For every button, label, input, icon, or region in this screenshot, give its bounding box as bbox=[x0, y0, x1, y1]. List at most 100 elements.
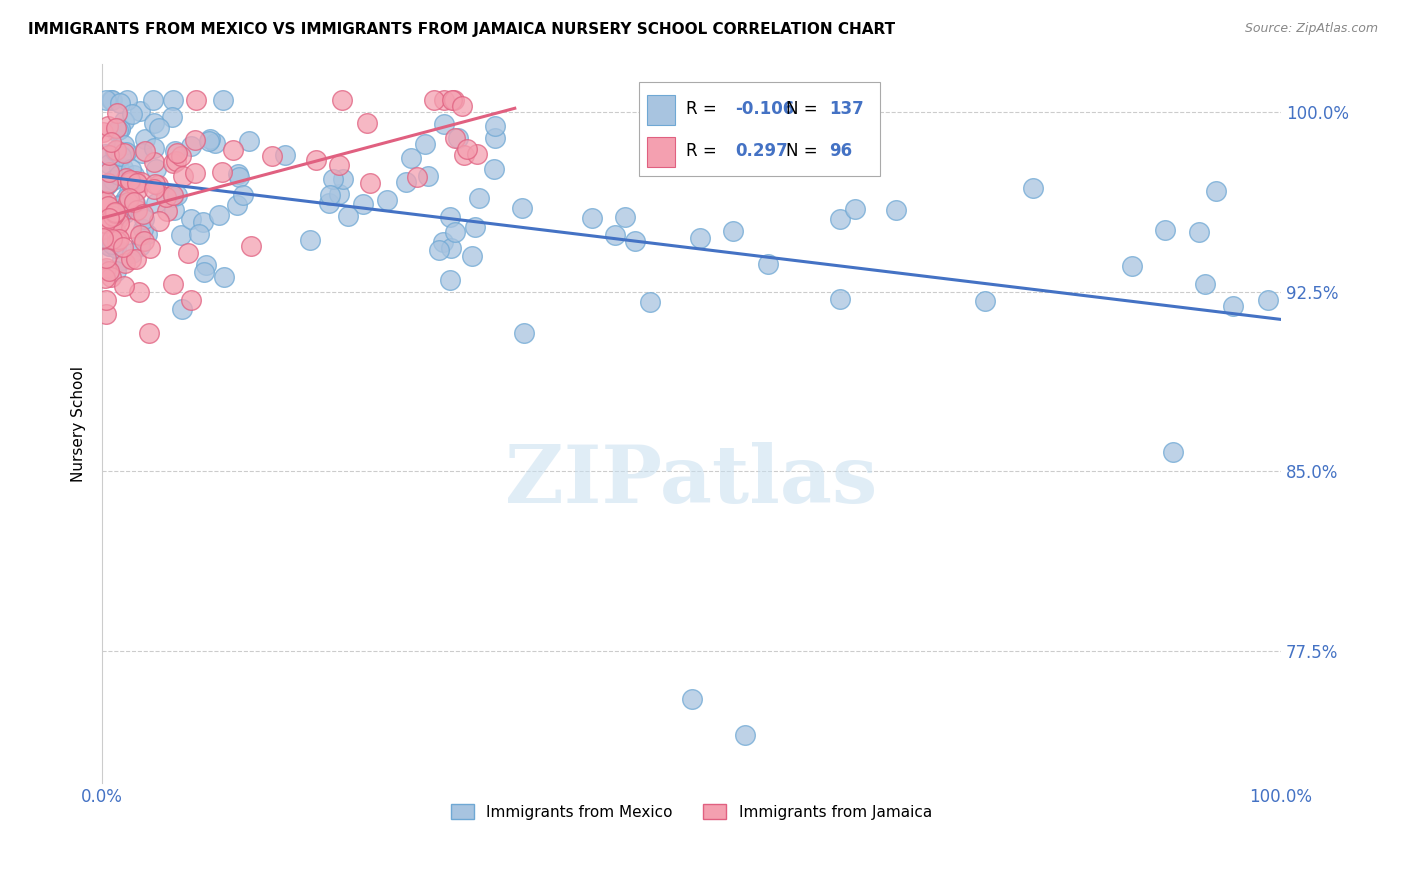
Point bbox=[319, 187, 342, 202]
Point bbox=[93, 125, 115, 139]
Point bbox=[179, 293, 201, 307]
Point bbox=[111, 161, 134, 175]
Point bbox=[94, 252, 117, 266]
Point bbox=[98, 239, 121, 253]
Text: ZIPatlas: ZIPatlas bbox=[506, 442, 877, 520]
Point bbox=[93, 222, 115, 236]
Point bbox=[377, 194, 399, 208]
Point bbox=[332, 93, 354, 107]
Point bbox=[132, 221, 155, 235]
Point bbox=[128, 285, 150, 300]
Point bbox=[681, 692, 703, 706]
Point bbox=[128, 238, 150, 252]
Point bbox=[884, 202, 907, 217]
Point bbox=[104, 206, 127, 220]
Point bbox=[132, 235, 155, 249]
Point bbox=[100, 236, 122, 251]
Point bbox=[193, 265, 215, 279]
Point bbox=[973, 294, 995, 309]
Point bbox=[122, 194, 145, 209]
Text: 0.297: 0.297 bbox=[735, 142, 787, 160]
Point bbox=[135, 227, 157, 242]
Point bbox=[461, 250, 484, 264]
Point bbox=[581, 211, 603, 225]
Point bbox=[117, 195, 139, 210]
Point bbox=[134, 211, 156, 226]
Point bbox=[336, 209, 359, 223]
Point bbox=[98, 263, 121, 277]
Point bbox=[132, 207, 155, 221]
Text: R =: R = bbox=[686, 101, 721, 119]
Point bbox=[104, 144, 127, 158]
Point bbox=[1194, 277, 1216, 292]
Point bbox=[239, 239, 262, 253]
Point bbox=[100, 232, 122, 246]
Text: Source: ZipAtlas.com: Source: ZipAtlas.com bbox=[1244, 22, 1378, 36]
Point bbox=[198, 135, 221, 149]
Point bbox=[166, 188, 188, 202]
Point bbox=[120, 161, 142, 176]
Point bbox=[110, 196, 132, 211]
Point bbox=[129, 103, 152, 118]
Point bbox=[104, 242, 127, 256]
Point bbox=[830, 292, 852, 306]
Point bbox=[453, 148, 475, 162]
Point bbox=[145, 196, 167, 211]
Point bbox=[104, 264, 127, 278]
Point bbox=[143, 155, 166, 169]
Point bbox=[322, 172, 344, 186]
Point bbox=[112, 146, 135, 161]
Point bbox=[195, 258, 218, 272]
Point bbox=[105, 225, 128, 239]
Point bbox=[118, 185, 141, 199]
Point bbox=[120, 252, 142, 267]
Point bbox=[143, 116, 166, 130]
Point bbox=[162, 187, 184, 202]
Point bbox=[118, 191, 141, 205]
Point bbox=[129, 227, 152, 242]
Point bbox=[94, 308, 117, 322]
Point bbox=[447, 130, 470, 145]
Point bbox=[328, 186, 350, 201]
Point bbox=[318, 195, 340, 210]
Point bbox=[124, 173, 146, 187]
Point bbox=[184, 166, 207, 180]
Point bbox=[107, 232, 129, 246]
Point bbox=[93, 270, 115, 285]
Point bbox=[96, 293, 118, 307]
Point bbox=[427, 243, 450, 257]
Point bbox=[605, 227, 627, 242]
Point bbox=[148, 178, 170, 192]
Point bbox=[212, 269, 235, 284]
Point bbox=[401, 151, 423, 165]
Point bbox=[98, 239, 121, 253]
Point bbox=[105, 124, 128, 138]
Point bbox=[226, 167, 249, 181]
Point bbox=[180, 211, 202, 226]
Text: IMMIGRANTS FROM MEXICO VS IMMIGRANTS FROM JAMAICA NURSERY SCHOOL CORRELATION CHA: IMMIGRANTS FROM MEXICO VS IMMIGRANTS FRO… bbox=[28, 22, 896, 37]
Point bbox=[112, 138, 135, 153]
Point bbox=[1154, 223, 1177, 237]
Point bbox=[125, 203, 148, 218]
Point bbox=[844, 202, 866, 216]
Legend: Immigrants from Mexico, Immigrants from Jamaica: Immigrants from Mexico, Immigrants from … bbox=[446, 797, 938, 826]
Point bbox=[138, 326, 160, 340]
Point bbox=[441, 93, 464, 107]
Point bbox=[359, 176, 381, 190]
Point bbox=[464, 219, 486, 234]
Point bbox=[1121, 259, 1143, 273]
Point bbox=[170, 227, 193, 242]
Point bbox=[305, 153, 328, 167]
Point bbox=[121, 246, 143, 260]
FancyBboxPatch shape bbox=[647, 136, 675, 167]
Point bbox=[110, 149, 132, 163]
Point bbox=[148, 214, 170, 228]
Point bbox=[104, 143, 127, 157]
Point bbox=[468, 191, 491, 205]
Point bbox=[238, 134, 260, 148]
Point bbox=[439, 210, 461, 224]
Point bbox=[169, 148, 191, 162]
Point bbox=[104, 143, 127, 157]
Point bbox=[723, 224, 745, 238]
Point bbox=[433, 117, 456, 131]
